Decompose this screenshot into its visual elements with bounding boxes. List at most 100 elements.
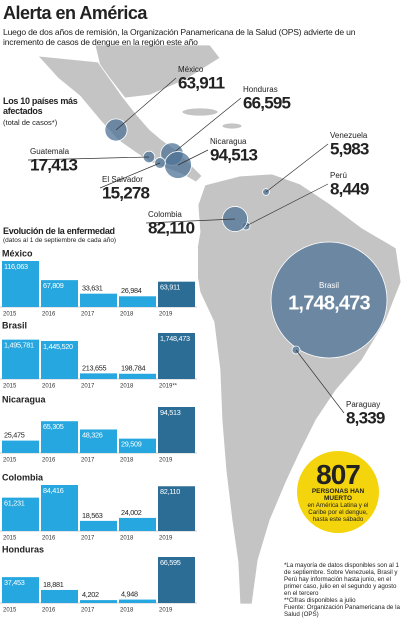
bar: [158, 557, 195, 603]
x-tick-label: 2019**: [159, 384, 178, 390]
value-label: 8,449: [330, 179, 369, 198]
value-label: 17,413: [30, 155, 78, 174]
bar-value-label: 84,416: [43, 486, 64, 495]
x-tick-label: 2015: [3, 608, 17, 614]
country-label: México: [178, 65, 204, 74]
bar-value-label: 82,110: [160, 487, 180, 496]
x-tick-label: 2019: [159, 536, 173, 542]
deaths-text: en América Latina y el Caribe por el den…: [307, 502, 369, 523]
x-tick-label: 2018: [120, 536, 134, 542]
x-tick-label: 2016: [42, 608, 56, 614]
bar-value-label: 1,445,520: [43, 342, 73, 351]
x-tick-label: 2015: [3, 312, 17, 318]
x-tick-label: 2017: [81, 384, 95, 390]
leader-line: [265, 143, 329, 193]
panel-title: Colombia: [2, 472, 44, 482]
x-tick-label: 2017: [81, 312, 95, 318]
leader-line: [99, 162, 161, 189]
bar: [158, 486, 195, 531]
leader-line: [171, 97, 242, 155]
bar: [119, 599, 156, 603]
bar: [41, 421, 78, 453]
bar: [2, 577, 39, 603]
bar-value-label: 4,202: [82, 590, 99, 599]
bar: [80, 600, 117, 603]
x-tick-label: 2019: [159, 608, 173, 614]
bar: [41, 589, 78, 603]
bar-value-label: 4,948: [121, 590, 138, 599]
bar: [2, 440, 39, 453]
x-tick-label: 2017: [81, 536, 95, 542]
value-label: 63,911: [178, 73, 225, 92]
x-tick-label: 2016: [42, 536, 56, 542]
bar-value-label: 26,984: [121, 286, 142, 295]
subtitle: Luego de dos años de remisión, la Organi…: [3, 27, 356, 47]
bar: [158, 281, 195, 307]
x-tick-label: 2015: [3, 384, 17, 390]
bar-value-label: 37,453: [4, 578, 25, 587]
value-label: 66,595: [243, 93, 291, 112]
bar: [41, 280, 78, 307]
x-tick-label: 2016: [42, 312, 56, 318]
x-tick-label: 2017: [81, 608, 95, 614]
leader-line: [177, 149, 209, 166]
note: Fuente: Organización Panamericana de la …: [284, 604, 400, 618]
value-label: 15,278: [102, 183, 150, 202]
map-title: Los 10 países más afectados: [3, 96, 78, 116]
deaths-badge: [297, 451, 379, 533]
bar-value-label: 61,231: [4, 499, 25, 508]
bar: [158, 407, 195, 453]
bar: [80, 520, 117, 531]
south-america: [194, 173, 402, 605]
x-tick-label: 2018: [120, 458, 134, 464]
section-title: Evolución de la enfermedad: [3, 226, 115, 236]
x-tick-label: 2018: [120, 384, 134, 390]
deaths-number: 807: [316, 459, 361, 490]
bar: [80, 429, 117, 453]
leader-line: [27, 156, 150, 161]
bar: [119, 373, 156, 379]
bar: [119, 296, 156, 307]
map-subtitle: (total de casos*): [3, 118, 58, 127]
bar: [80, 293, 117, 307]
note: *La mayoría de datos disponibles son al …: [284, 562, 399, 597]
bar: [2, 261, 39, 307]
panel-title: Brasil: [2, 320, 27, 330]
title: Alerta en América: [3, 3, 147, 23]
value-label: 82,110: [148, 218, 195, 237]
bar-value-label: 1,748,473: [160, 334, 190, 343]
bubble: [270, 241, 388, 359]
bar: [2, 497, 39, 531]
bar: [41, 485, 78, 531]
x-tick-label: 2015: [3, 458, 17, 464]
x-tick-label: 2019: [159, 458, 173, 464]
country-label: Brasil: [319, 281, 339, 290]
country-label: Honduras: [243, 85, 278, 94]
island: [221, 122, 243, 130]
x-tick-label: 2018: [120, 608, 134, 614]
bar: [119, 438, 156, 453]
country-label: Guatemala: [30, 147, 70, 156]
deaths-headline: PERSONAS HAN MUERTO: [311, 488, 365, 502]
panel-title: México: [2, 248, 33, 258]
x-tick-label: 2016: [42, 458, 56, 464]
panel-title: Honduras: [2, 544, 44, 554]
bar: [80, 373, 117, 379]
leader-line: [115, 77, 177, 131]
bar-value-label: 63,911: [160, 283, 180, 292]
bar-value-label: 94,513: [160, 408, 181, 417]
leader-line: [145, 218, 236, 224]
island: [181, 107, 219, 117]
x-tick-label: 2016: [42, 384, 56, 390]
bar: [41, 340, 78, 379]
bar-value-label: 66,595: [160, 558, 181, 567]
bar-value-label: 67,809: [43, 281, 64, 290]
note: **Cifras disponibles a julio: [284, 597, 356, 604]
x-tick-label: 2018: [120, 312, 134, 318]
bar: [2, 339, 39, 379]
bar-value-label: 25,475: [4, 431, 25, 440]
bar: [158, 333, 195, 379]
bar-value-label: 18,881: [43, 580, 64, 589]
